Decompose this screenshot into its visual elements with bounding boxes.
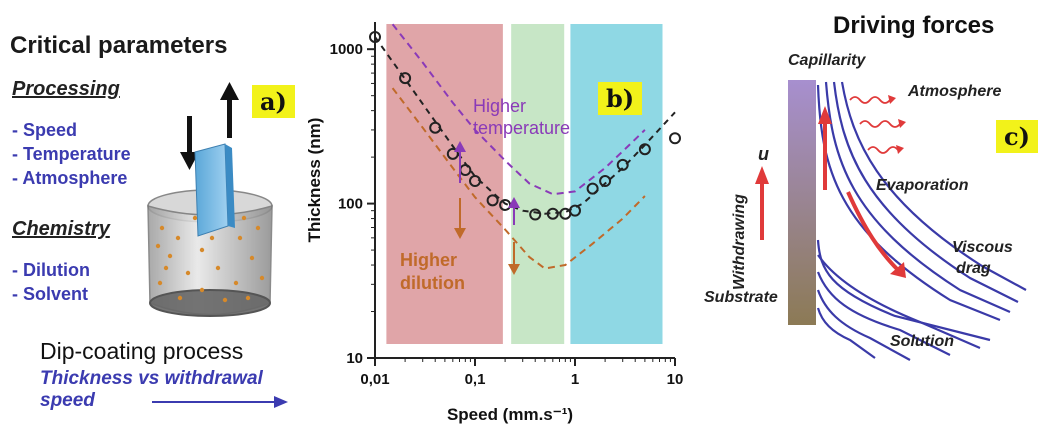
capillarity-label: Capillarity	[788, 52, 866, 69]
speed-band-1	[511, 24, 565, 344]
panel-a-label: a)	[252, 85, 295, 118]
y-tick-label: 10	[346, 350, 363, 367]
data-point	[616, 158, 629, 171]
viscous-drag-label-line1: Viscous	[952, 239, 1013, 256]
higher-dilution-curve	[391, 87, 646, 270]
evaporation-wavy-arrows-icon	[849, 95, 906, 154]
x-tick-label: 0,01	[360, 371, 389, 388]
higher-dilution-label-line2: dilution	[400, 273, 465, 293]
x-tick-label: 10	[667, 371, 684, 388]
panel-b-label: b)	[598, 82, 643, 115]
up-arrow-icon	[220, 82, 239, 138]
higher-temperature-curve	[391, 23, 646, 196]
data-point	[469, 175, 481, 188]
x-tick-label: 0,1	[465, 371, 486, 388]
chemistry-list: - Dilution - Solvent	[12, 258, 90, 306]
data-point	[446, 147, 459, 160]
speed-regime-bands	[386, 24, 663, 344]
viscous-drag-arrow-icon	[846, 191, 906, 278]
processing-heading: Processing	[12, 78, 120, 100]
data-point	[486, 194, 499, 207]
data-point	[546, 207, 559, 220]
substrate-label: Substrate	[704, 289, 778, 306]
down-arrow-icon	[180, 116, 199, 170]
capillarity-arrow-icon	[818, 106, 832, 190]
x-tick-label: 1	[571, 371, 579, 388]
panel-c-title: Driving forces	[833, 12, 995, 39]
substrate-plate	[788, 80, 816, 325]
model-curves	[374, 23, 676, 270]
data-point	[669, 132, 681, 145]
withdrawing-arrow-icon	[755, 166, 769, 240]
processing-list: - Speed - Temperature - Atmosphere	[12, 118, 131, 190]
chemistry-item-dilution: - Dilution	[12, 260, 90, 280]
dip-coating-beaker-illustration	[147, 82, 273, 317]
speed-band-2	[570, 24, 663, 344]
data-point	[429, 121, 442, 134]
higher-temperature-label-line2: temperature	[473, 118, 570, 138]
data-point	[586, 182, 599, 195]
data-point	[638, 143, 651, 156]
dilution-down-arrow-2-icon	[508, 242, 520, 275]
chemistry-item-solvent: - Solvent	[12, 284, 89, 304]
solution-label: Solution	[890, 333, 954, 350]
data-point	[529, 208, 542, 221]
temperature-up-arrow-2-icon	[508, 197, 520, 225]
data-points	[369, 30, 681, 221]
driving-forces-diagram: Capillarity Atmosphere Withdrawing u Eva…	[704, 52, 1027, 361]
atmosphere-label: Atmosphere	[907, 83, 1001, 100]
thickness-vs-speed-chart: 0,01 0,1 1 10 10 100 1000 Higher temperature H…	[305, 22, 684, 424]
temperature-up-arrow-icon	[454, 141, 466, 183]
data-point	[569, 204, 581, 217]
y-tick-label: 1000	[330, 41, 363, 58]
data-point	[369, 30, 381, 43]
u-label: u	[758, 144, 769, 164]
processing-item-atmosphere: - Atmosphere	[12, 168, 128, 188]
data-point	[599, 175, 612, 188]
data-point	[399, 72, 412, 85]
chart-axes: 0,01 0,1 1 10 10 100 1000	[330, 22, 684, 388]
y-tick-label: 100	[338, 196, 363, 213]
dip-coating-subtitle-line1: Thickness vs withdrawal	[40, 368, 263, 389]
processing-item-temperature: - Temperature	[12, 144, 131, 164]
withdrawing-label: Withdrawing	[731, 194, 748, 290]
dip-coating-subtitle: Thickness vs withdrawal speed	[40, 368, 263, 412]
evaporation-label: Evaporation	[876, 177, 969, 194]
viscous-drag-label-line2: drag	[956, 260, 991, 277]
y-axis-label: Thickness (nm)	[305, 118, 324, 243]
fit-curve	[374, 36, 676, 215]
higher-dilution-label-line1: Higher	[400, 250, 457, 270]
higher-temperature-label-line1: Higher	[473, 96, 526, 116]
dip-coating-title: Dip-coating process	[40, 338, 244, 364]
chemistry-heading: Chemistry	[12, 218, 110, 240]
speed-band-0	[386, 24, 503, 344]
panel-a-title: Critical parameters	[10, 32, 228, 59]
panel-c-label: c)	[996, 120, 1038, 153]
dip-coating-subtitle-line2: speed	[40, 390, 95, 411]
x-axis-label: Speed (mm.s⁻¹)	[447, 405, 573, 424]
dilution-down-arrow-icon	[454, 198, 466, 239]
right-arrow-icon	[152, 396, 288, 408]
flow-streamlines	[816, 81, 1027, 361]
processing-item-speed: - Speed	[12, 120, 78, 140]
